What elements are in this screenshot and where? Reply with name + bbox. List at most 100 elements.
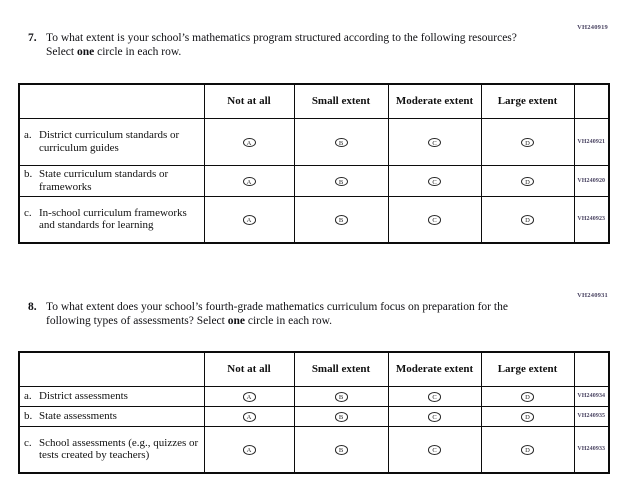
- row-label-cell: b. State assessments: [18, 405, 205, 427]
- answer-circle-a[interactable]: A: [242, 445, 256, 455]
- answer-circle-c[interactable]: C: [428, 176, 441, 186]
- question-7-table: Not at all Small extent Moderate extent …: [18, 83, 610, 244]
- question-7-text-after: circle in each row.: [94, 46, 182, 58]
- question-7-code: VH240919: [577, 24, 608, 31]
- answer-circle-b[interactable]: B: [334, 215, 348, 225]
- answer-circle-a[interactable]: A: [242, 215, 256, 225]
- option-cell: C: [387, 385, 482, 407]
- row-letter: c.: [24, 206, 32, 219]
- question-7-text: To what extent is your school’s mathemat…: [46, 31, 536, 59]
- answer-circle-a[interactable]: A: [242, 412, 256, 422]
- option-cell: A: [203, 405, 295, 427]
- answer-circle-a[interactable]: A: [242, 392, 256, 402]
- option-cell: D: [480, 117, 575, 166]
- item-code: VH240921: [573, 117, 610, 166]
- option-cell: B: [293, 117, 389, 166]
- option-cell: D: [480, 195, 575, 244]
- option-cell: C: [387, 425, 482, 474]
- option-cell: B: [293, 425, 389, 474]
- table-row: a. District assessments A B C D VH240934: [18, 385, 610, 407]
- row-label-cell: a. District assessments: [18, 385, 205, 407]
- item-code: VH240933: [573, 425, 610, 474]
- option-cell: D: [480, 385, 575, 407]
- option-cell: C: [387, 195, 482, 244]
- answer-circle-d[interactable]: D: [521, 392, 534, 402]
- row-letter: a.: [24, 129, 32, 141]
- column-header-small-extent: Small extent: [293, 83, 389, 119]
- header-row: Not at all Small extent Moderate extent …: [18, 351, 610, 387]
- column-header-not-at-all: Not at all: [203, 351, 295, 387]
- answer-circle-b[interactable]: B: [334, 412, 348, 422]
- question-8-text-before: To what extent does your school’s fourth…: [46, 301, 508, 327]
- answer-circle-c[interactable]: C: [428, 137, 441, 147]
- answer-circle-d[interactable]: D: [521, 137, 534, 147]
- row-letter: b.: [24, 168, 33, 180]
- question-8-number: 8.: [28, 301, 37, 313]
- option-cell: D: [480, 405, 575, 427]
- table-row: c. In-school curriculum frameworks and st…: [18, 195, 610, 244]
- option-cell: A: [203, 117, 295, 166]
- row-label: District assessments: [39, 389, 128, 402]
- table-row: b. State assessments A B C D VH240935: [18, 405, 610, 427]
- row-label: District curriculum standards or curricu…: [39, 129, 180, 154]
- answer-circle-d[interactable]: D: [521, 215, 534, 225]
- item-code: VH240934: [573, 385, 610, 407]
- answer-circle-d[interactable]: D: [521, 176, 534, 186]
- option-cell: C: [387, 117, 482, 166]
- option-cell: B: [293, 405, 389, 427]
- option-cell: D: [480, 425, 575, 474]
- question-7: 7. To what extent is your school’s mathe…: [28, 31, 536, 59]
- column-header-not-at-all: Not at all: [203, 83, 295, 119]
- question-8: 8. To what extent does your school’s fou…: [28, 300, 540, 328]
- question-7-number: 7.: [28, 32, 37, 44]
- row-label: State curriculum standards or frameworks: [39, 168, 169, 193]
- item-code: VH240923: [573, 195, 610, 244]
- answer-circle-c[interactable]: C: [428, 412, 441, 422]
- answer-circle-b[interactable]: B: [334, 137, 348, 147]
- option-cell: A: [203, 385, 295, 407]
- answer-circle-c[interactable]: C: [428, 445, 441, 455]
- row-label: School assessments (e.g., quizzes or tes…: [39, 436, 199, 462]
- column-header-large-extent: Large extent: [480, 351, 575, 387]
- question-8-text: To what extent does your school’s fourth…: [46, 300, 540, 328]
- table-row: a. District curriculum standards or curri…: [18, 117, 610, 166]
- answer-circle-b[interactable]: B: [334, 176, 348, 186]
- table-row: b. State curriculum standards or framewor…: [18, 164, 610, 197]
- option-cell: A: [203, 425, 295, 474]
- answer-circle-b[interactable]: B: [334, 445, 348, 455]
- answer-circle-d[interactable]: D: [521, 445, 534, 455]
- header-row: Not at all Small extent Moderate extent …: [18, 83, 610, 119]
- row-label-cell: a. District curriculum standards or curri…: [18, 117, 205, 166]
- row-letter: c.: [24, 436, 32, 449]
- question-8-bold-word: one: [227, 315, 245, 327]
- column-header-large-extent: Large extent: [480, 83, 575, 119]
- row-letter: b.: [24, 409, 33, 422]
- item-code: VH240920: [573, 164, 610, 197]
- answer-circle-d[interactable]: D: [521, 412, 534, 422]
- answer-circle-a[interactable]: A: [242, 176, 256, 186]
- column-header-moderate-extent: Moderate extent: [387, 83, 482, 119]
- answer-circle-c[interactable]: C: [428, 215, 441, 225]
- blank-header-cell: [18, 351, 205, 387]
- option-cell: C: [387, 164, 482, 197]
- option-cell: D: [480, 164, 575, 197]
- row-label-cell: c. In-school curriculum frameworks and st…: [18, 195, 205, 244]
- column-header-moderate-extent: Moderate extent: [387, 351, 482, 387]
- row-label-cell: c. School assessments (e.g., quizzes or t…: [18, 425, 205, 474]
- option-cell: B: [293, 195, 389, 244]
- row-label-cell: b. State curriculum standards or framewor…: [18, 164, 205, 197]
- blank-header-cell: [18, 83, 205, 119]
- answer-circle-b[interactable]: B: [334, 392, 348, 402]
- option-cell: A: [203, 164, 295, 197]
- row-label: State assessments: [39, 409, 117, 422]
- answer-circle-a[interactable]: A: [242, 137, 256, 147]
- option-cell: C: [387, 405, 482, 427]
- question-7-bold-word: one: [76, 46, 95, 58]
- question-7-text-before: To what extent is your school’s mathemat…: [46, 32, 517, 58]
- row-label: In-school curriculum frameworks and stan…: [39, 206, 187, 232]
- code-header-cell: [573, 83, 610, 119]
- answer-circle-c[interactable]: C: [428, 392, 441, 402]
- code-header-cell: [573, 351, 610, 387]
- option-cell: B: [293, 164, 389, 197]
- question-8-code: VH240931: [577, 292, 608, 299]
